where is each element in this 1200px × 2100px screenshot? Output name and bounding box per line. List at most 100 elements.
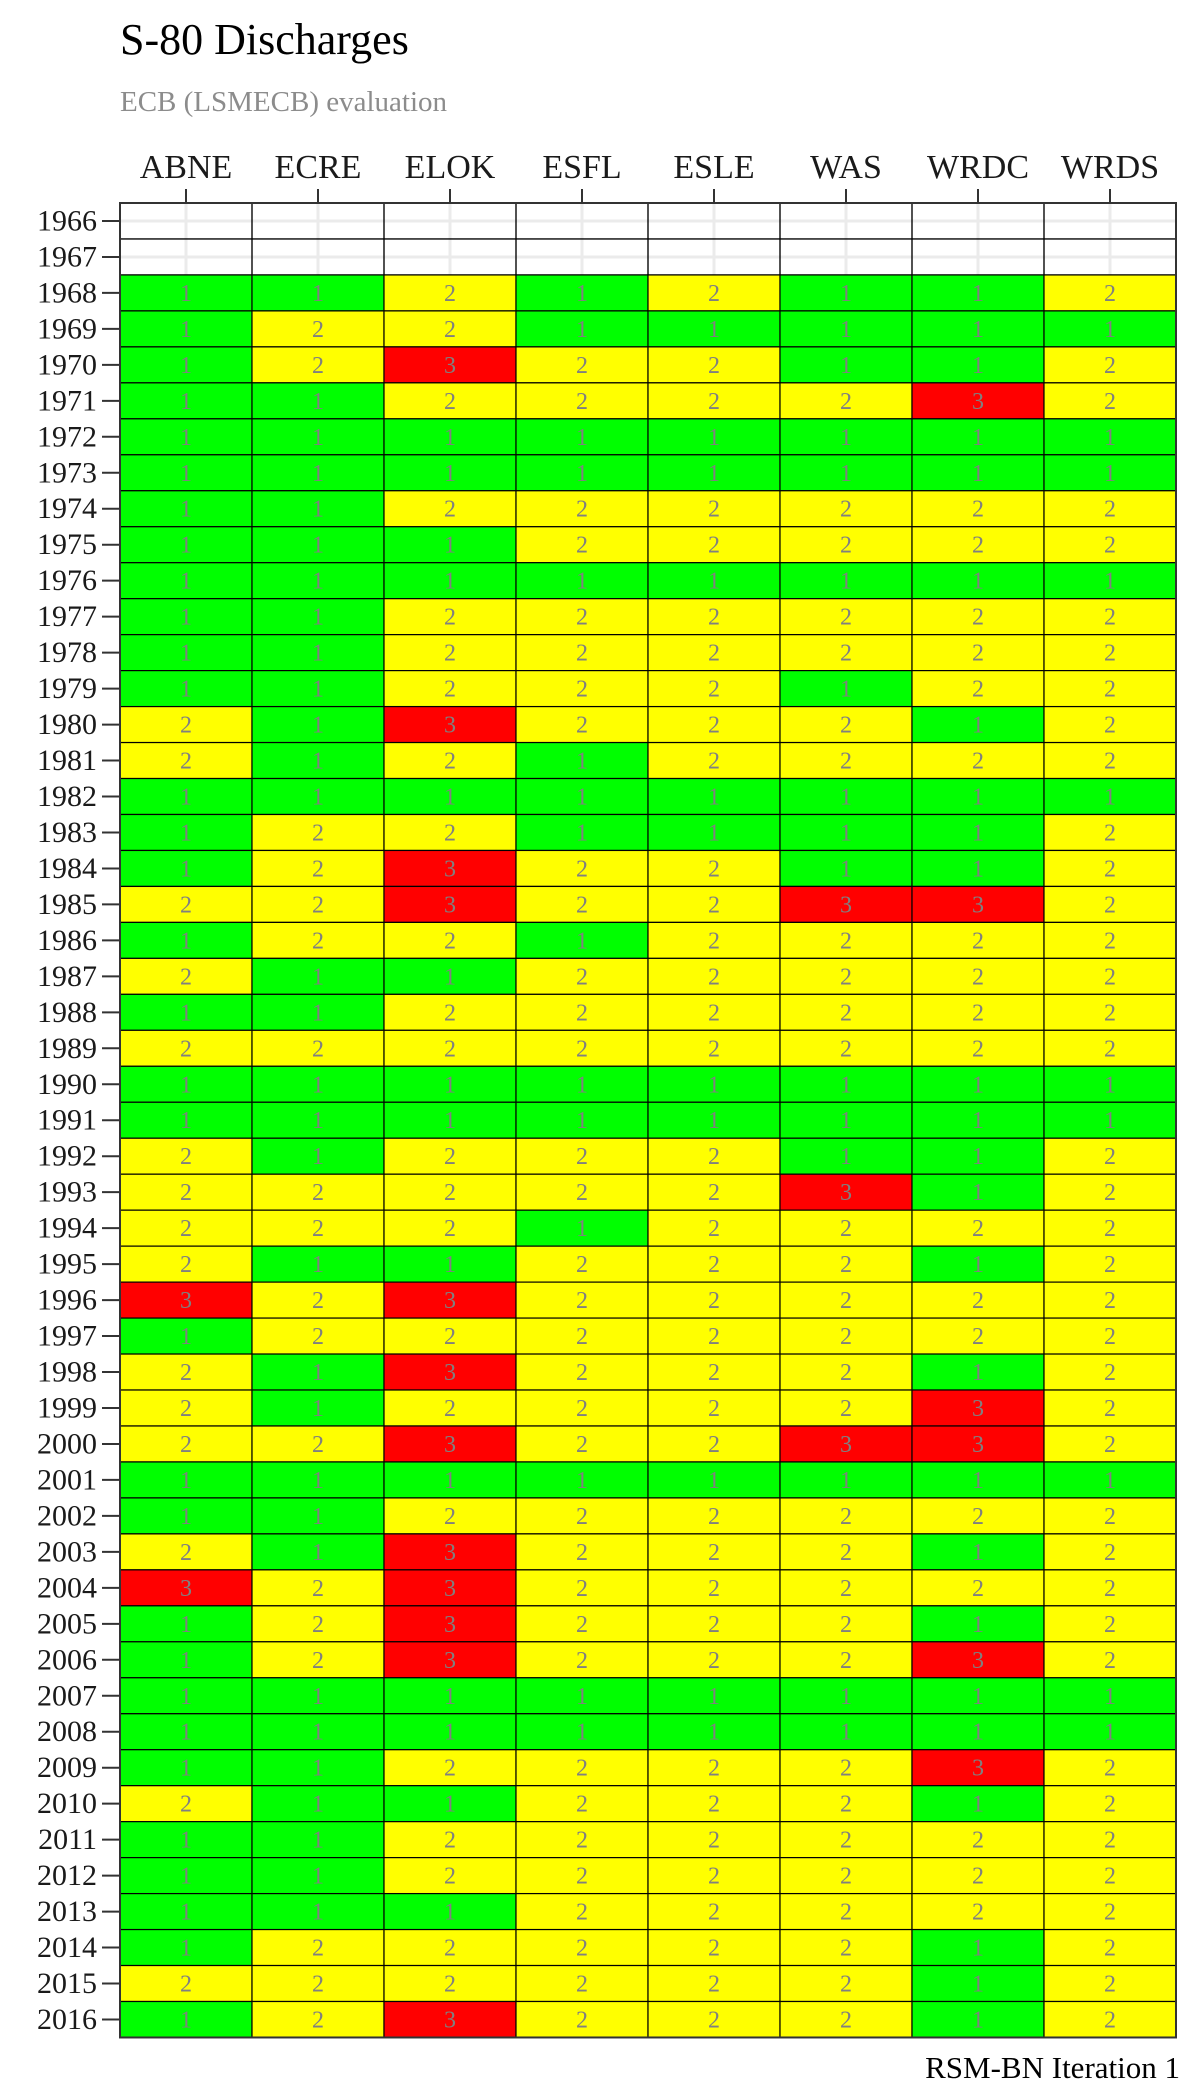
- cell-value-label: 2: [1104, 1900, 1116, 1926]
- cell-value-label: 2: [576, 2007, 588, 2033]
- heatmap-cell-2016-wrdc: [911, 2000, 1045, 2039]
- cell-value-label: 2: [1104, 1144, 1116, 1170]
- heatmap-cell-1985-esle: [647, 885, 781, 923]
- cell-value-label: 3: [840, 1432, 852, 1458]
- cell-value-label: 3: [972, 389, 984, 415]
- cell-value-label: 2: [576, 353, 588, 379]
- heatmap-cell-1980-elok: [383, 705, 517, 744]
- cell-value-label: 2: [1104, 1324, 1116, 1350]
- row-label-1976: 1976: [37, 564, 97, 597]
- cell-value-label: 1: [312, 641, 324, 667]
- heatmap-cell-1979-esfl: [515, 670, 649, 708]
- cell-value-label: 3: [444, 1432, 456, 1458]
- cell-value-label: 2: [1104, 892, 1116, 918]
- cell-value-label: 1: [312, 1900, 324, 1926]
- cell-value-label: 1: [708, 1108, 720, 1134]
- heatmap-cell-1984-elok: [383, 849, 517, 888]
- cell-value-label: 2: [1104, 1972, 1116, 1998]
- heatmap-cell-2015-wrds: [1043, 1964, 1177, 2003]
- cell-value-label: 1: [840, 353, 852, 379]
- cell-value-label: 1: [1104, 461, 1116, 487]
- cell-value-label: 2: [708, 605, 720, 631]
- cell-value-label: 2: [972, 1036, 984, 1062]
- cell-value-label: 2: [576, 1000, 588, 1026]
- heatmap-cell-1998-ecre: [251, 1353, 385, 1391]
- cell-value-label: 2: [708, 1324, 720, 1350]
- cell-value-label: 1: [312, 1504, 324, 1530]
- heatmap-cell-2001-ecre: [251, 1461, 385, 1499]
- heatmap-cell-1990-was: [779, 1065, 913, 1103]
- row-label-1968: 1968: [37, 276, 97, 309]
- heatmap-cell-1979-ecre: [251, 670, 385, 708]
- heatmap-cell-2005-ecre: [251, 1605, 385, 1643]
- cell-value-label: 3: [444, 892, 456, 918]
- cell-value-label: 1: [312, 1684, 324, 1710]
- heatmap-cell-2002-wrdc: [911, 1497, 1045, 1535]
- cell-value-label: 2: [708, 1792, 720, 1818]
- row-label-2012: 2012: [37, 1859, 97, 1892]
- heatmap-cell-2007-abne: [119, 1677, 253, 1715]
- cell-value-label: 1: [180, 1756, 192, 1782]
- cell-value-label: 2: [708, 1972, 720, 1998]
- cell-value-label: 2: [576, 1324, 588, 1350]
- cell-value-label: 2: [312, 1972, 324, 1998]
- column-label-wrdc: WRDC: [927, 149, 1029, 186]
- heatmap-cell-1983-wrdc: [911, 813, 1045, 852]
- heatmap-cell-2015-ecre: [251, 1964, 385, 2003]
- heatmap-cell-2009-abne: [119, 1749, 253, 1787]
- cell-value-label: 2: [576, 605, 588, 631]
- chart-caption: RSM-BN Iteration 1: [925, 2050, 1180, 2085]
- cell-value-label: 2: [576, 713, 588, 739]
- heatmap-cell-1972-wrds: [1043, 418, 1177, 456]
- row-label-1971: 1971: [37, 384, 97, 417]
- cell-value-label: 2: [576, 533, 588, 559]
- cell-value-label: 2: [444, 641, 456, 667]
- heatmap-cell-1994-ecre: [251, 1209, 385, 1247]
- chart-title: S-80 Discharges: [120, 15, 409, 64]
- cell-value-label: 2: [312, 1576, 324, 1602]
- heatmap-cell-1977-ecre: [251, 598, 385, 636]
- cell-value-label: 2: [180, 1144, 192, 1170]
- cell-value-label: 2: [1104, 1360, 1116, 1386]
- cell-value-label: 2: [312, 1180, 324, 1206]
- heatmap-cell-1970-ecre: [251, 346, 385, 384]
- cell-value-label: 1: [180, 677, 192, 703]
- heatmap-cell-2013-esfl: [515, 1892, 649, 1931]
- cell-value-label: 2: [1104, 1936, 1116, 1962]
- cell-value-label: 1: [708, 820, 720, 846]
- heatmap-cell-1987-wrdc: [911, 957, 1045, 995]
- cell-value-label: 2: [180, 713, 192, 739]
- cell-value-label: 3: [180, 1576, 192, 1602]
- cell-value-label: 1: [180, 856, 192, 882]
- cell-value-label: 2: [444, 820, 456, 846]
- cell-value-label: 1: [972, 1360, 984, 1386]
- cell-value-label: 1: [708, 785, 720, 811]
- cell-value-label: 1: [312, 1396, 324, 1422]
- cell-value-label: 2: [972, 1828, 984, 1854]
- cell-value-label: 1: [972, 1612, 984, 1638]
- cell-value-label: 2: [1104, 713, 1116, 739]
- cell-value-label: 2: [840, 1756, 852, 1782]
- heatmap-cell-1973-was: [779, 454, 913, 492]
- cell-value-label: 2: [576, 964, 588, 990]
- column-label-abne: ABNE: [140, 149, 233, 186]
- row-label-2001: 2001: [37, 1463, 97, 1496]
- heatmap-cell-1969-elok: [383, 310, 517, 348]
- row-label-1966: 1966: [37, 204, 97, 237]
- cell-value-label: 2: [576, 1576, 588, 1602]
- heatmap-cell-2013-ecre: [251, 1892, 385, 1931]
- cell-value-label: 1: [576, 569, 588, 595]
- cell-value-label: 3: [444, 856, 456, 882]
- heatmap-cell-1968-esfl: [515, 274, 649, 312]
- cell-value-label: 1: [180, 425, 192, 451]
- cell-value-label: 2: [1104, 749, 1116, 775]
- heatmap-cell-2010-wrdc: [911, 1785, 1045, 1823]
- cell-value-label: 2: [576, 1360, 588, 1386]
- cell-value-label: 1: [180, 785, 192, 811]
- heatmap-cell-1979-wrdc: [911, 670, 1045, 708]
- cell-value-label: 2: [708, 641, 720, 667]
- cell-value-label: 1: [1104, 569, 1116, 595]
- cell-value-label: 2: [312, 353, 324, 379]
- row-label-1993: 1993: [37, 1176, 97, 1209]
- heatmap-cell-2012-wrds: [1043, 1857, 1177, 1895]
